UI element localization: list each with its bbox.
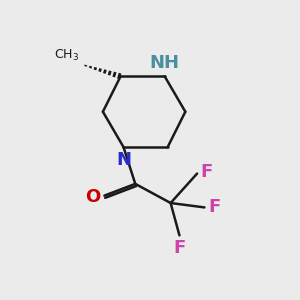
- Text: O: O: [85, 188, 100, 206]
- Text: CH$_3$: CH$_3$: [54, 48, 79, 63]
- Text: F: F: [201, 163, 213, 181]
- Text: N: N: [116, 152, 131, 169]
- Text: F: F: [173, 239, 186, 257]
- Text: F: F: [208, 198, 220, 216]
- Text: NH: NH: [150, 54, 180, 72]
